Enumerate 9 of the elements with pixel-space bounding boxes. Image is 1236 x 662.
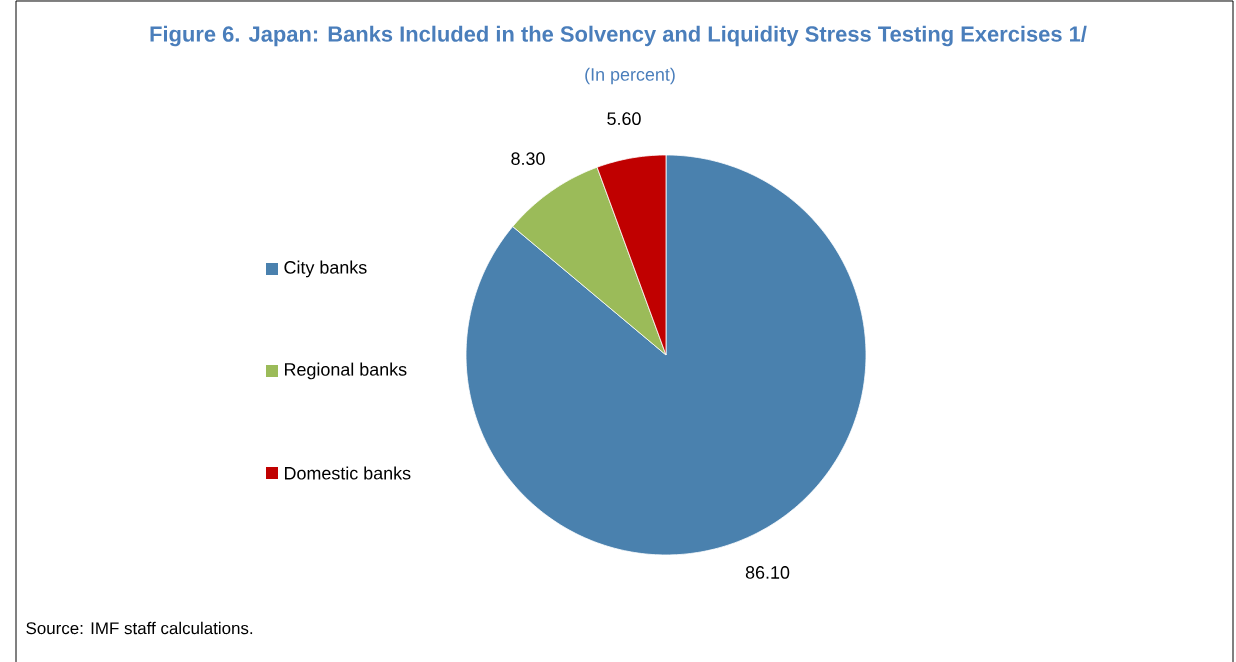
legend-label: City banks (284, 260, 367, 278)
data-label: 86.10 (745, 565, 790, 579)
source-note: Source: IMF staff calculations. (26, 621, 253, 634)
data-label: 8.30 (511, 152, 545, 165)
legend-label: Domestic banks (285, 466, 411, 480)
data-label: 5.60 (607, 112, 641, 125)
legend-label: Regional banks (285, 362, 407, 380)
chart-title: Figure 6. Japan: Banks Included in the Solvency and Liquidity Stress Testing Exercises 1/ (150, 25, 1087, 47)
chart-subtitle: (In percent) (585, 67, 675, 85)
